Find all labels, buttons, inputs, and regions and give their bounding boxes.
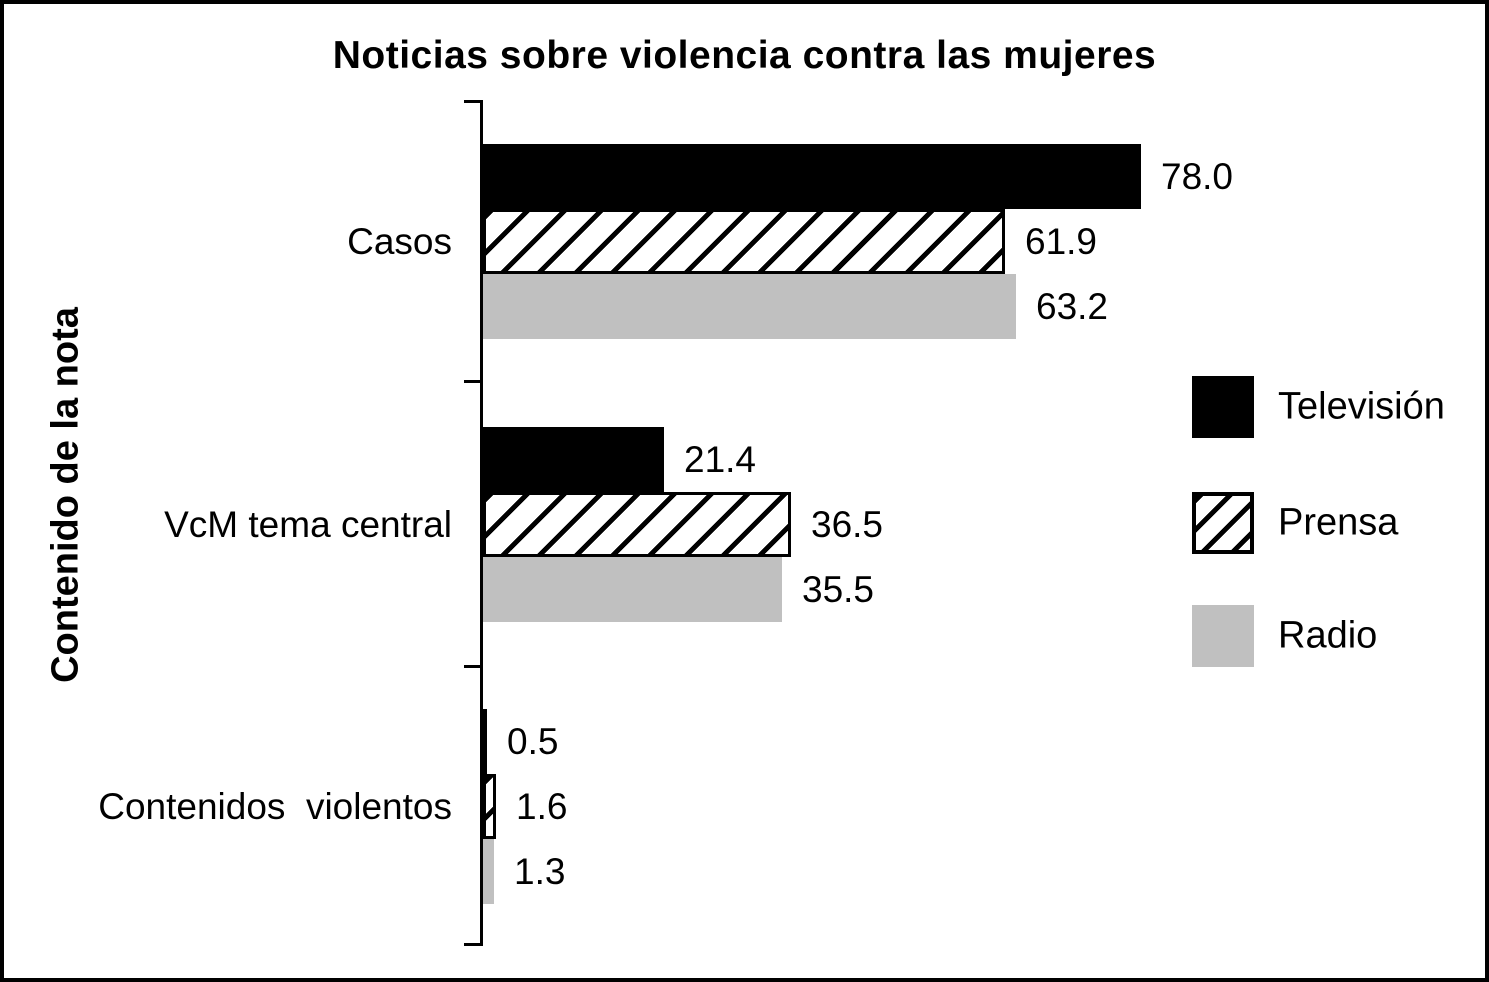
legend-label-television: Televisión — [1278, 385, 1445, 428]
axis-tick-1 — [464, 380, 483, 383]
category-label-vcm-tema-central: VcM tema central — [164, 503, 452, 545]
legend-label-radio: Radio — [1278, 614, 1378, 657]
value-label-radio-contenidos-violentos: 1.3 — [514, 850, 566, 892]
legend-label-prensa: Prensa — [1278, 501, 1399, 544]
category-label-casos: Casos — [347, 220, 452, 262]
legend-swatch-prensa — [1192, 492, 1254, 554]
bar-television-contenidos-violentos — [483, 709, 487, 774]
axis-tick-0 — [464, 100, 483, 103]
value-label-television-vcm-tema-central: 21.4 — [684, 438, 757, 480]
legend-swatch-television — [1192, 376, 1254, 438]
bar-television-casos — [483, 144, 1141, 209]
value-label-prensa-contenidos-violentos: 1.6 — [516, 785, 568, 827]
value-label-prensa-vcm-tema-central: 36.5 — [811, 503, 884, 545]
value-label-prensa-casos: 61.9 — [1025, 220, 1098, 262]
category-label-contenidos-violentos: Contenidos violentos — [98, 785, 452, 827]
axis-tick-2 — [464, 665, 483, 668]
value-label-television-casos: 78.0 — [1161, 155, 1234, 197]
value-label-radio-casos: 63.2 — [1036, 285, 1109, 327]
bar-television-vcm-tema-central — [483, 427, 664, 492]
bar-prensa-vcm-tema-central — [483, 492, 791, 557]
bar-prensa-contenidos-violentos — [483, 774, 496, 839]
bar-radio-vcm-tema-central — [483, 557, 782, 622]
legend-swatch-radio — [1192, 605, 1254, 667]
value-label-television-contenidos-violentos: 0.5 — [507, 720, 559, 762]
bar-radio-contenidos-violentos — [483, 839, 494, 904]
value-label-radio-vcm-tema-central: 35.5 — [802, 568, 875, 610]
y-axis-title: Contenido de la nota — [44, 307, 87, 683]
y-axis-line — [480, 100, 483, 946]
bar-radio-casos — [483, 274, 1016, 339]
axis-tick-3 — [464, 943, 483, 946]
bar-prensa-casos — [483, 209, 1005, 274]
chart-title: Noticias sobre violencia contra las muje… — [332, 34, 1157, 77]
